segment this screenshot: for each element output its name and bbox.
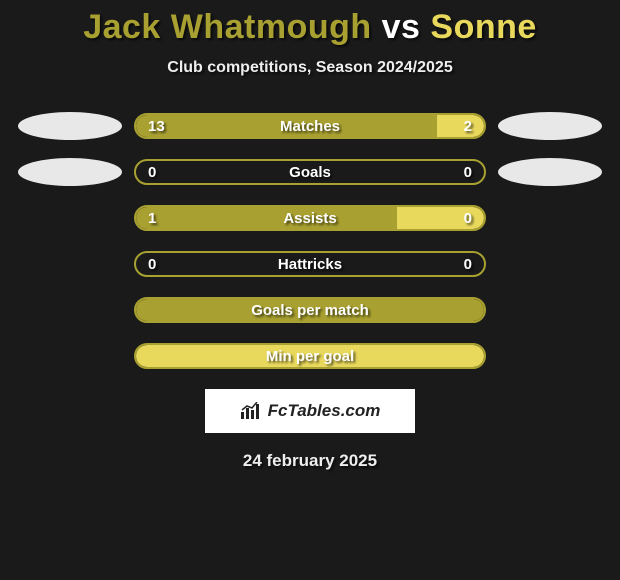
stat-label: Min per goal (136, 345, 484, 367)
stat-row: 132Matches (10, 113, 610, 139)
stat-bar: 10Assists (134, 205, 486, 231)
vs-text: vs (382, 8, 421, 46)
player1-photo (18, 112, 122, 140)
subtitle: Club competitions, Season 2024/2025 (0, 59, 620, 77)
player1-photo (18, 158, 122, 186)
stat-row: 00Hattricks (10, 251, 610, 277)
stat-label: Assists (136, 207, 484, 229)
stat-row: 10Assists (10, 205, 610, 231)
stat-label: Goals per match (136, 299, 484, 321)
stats-chart: 132Matches 00Goals 10Assists 00Hattricks Goa… (0, 113, 620, 369)
fctables-logo: FcTables.com (205, 389, 415, 433)
stat-row: Goals per match (10, 297, 610, 323)
stat-bar: 132Matches (134, 113, 486, 139)
stat-label: Hattricks (136, 253, 484, 275)
player2-name: Sonne (430, 8, 536, 46)
player2-photo (498, 112, 602, 140)
date-label: 24 february 2025 (0, 451, 620, 471)
stat-bar: 00Goals (134, 159, 486, 185)
stat-bar: Goals per match (134, 297, 486, 323)
player1-name: Jack Whatmough (83, 8, 371, 46)
stat-bar: Min per goal (134, 343, 486, 369)
stat-label: Matches (136, 115, 484, 137)
player2-photo (498, 158, 602, 186)
logo-text: FcTables.com (268, 401, 381, 421)
stat-row: Min per goal (10, 343, 610, 369)
stat-label: Goals (136, 161, 484, 183)
stat-row: 00Goals (10, 159, 610, 185)
chart-icon (240, 402, 262, 420)
stat-bar: 00Hattricks (134, 251, 486, 277)
comparison-title: Jack Whatmough vs Sonne (0, 0, 620, 47)
